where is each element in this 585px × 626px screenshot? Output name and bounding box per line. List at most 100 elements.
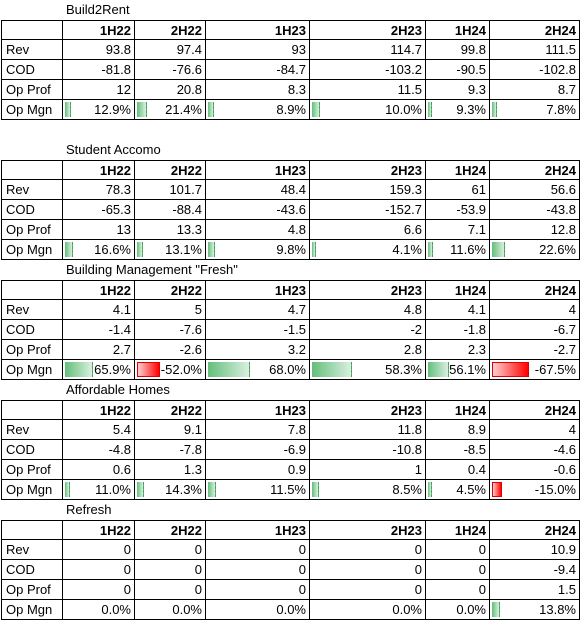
table-cell[interactable]: 8.5% (310, 480, 426, 500)
table-cell[interactable]: -84.7 (206, 60, 310, 80)
table-cell[interactable]: 8.7 (490, 80, 580, 100)
table-cell[interactable]: 8.3 (206, 80, 310, 100)
table-cell[interactable]: -6.7 (490, 320, 580, 340)
column-header-2h23[interactable]: 2H23 (310, 20, 426, 40)
table-cell[interactable]: 8.9 (426, 420, 490, 440)
header-corner-cell[interactable] (1, 520, 63, 540)
table-cell[interactable]: 5.4 (63, 420, 135, 440)
table-cell[interactable]: 111.5 (490, 40, 580, 60)
table-cell[interactable]: -7.8 (135, 440, 206, 460)
row-label[interactable]: Op Mgn (1, 100, 63, 120)
table-cell[interactable]: -67.5% (490, 360, 580, 380)
column-header-1h23[interactable]: 1H23 (206, 400, 310, 420)
table-cell[interactable]: 4.8 (206, 220, 310, 240)
table-cell[interactable]: 6.6 (310, 220, 426, 240)
row-label[interactable]: Rev (1, 180, 63, 200)
table-cell[interactable]: 13 (63, 220, 135, 240)
row-label[interactable]: Op Mgn (1, 600, 63, 620)
table-cell[interactable]: 11.5% (206, 480, 310, 500)
table-cell[interactable]: -2.6 (135, 340, 206, 360)
table-cell[interactable]: 0 (206, 580, 310, 600)
table-cell[interactable]: 2.3 (426, 340, 490, 360)
table-cell[interactable]: 4.1 (63, 300, 135, 320)
table-cell[interactable]: 0 (63, 580, 135, 600)
row-label[interactable]: Rev (1, 300, 63, 320)
table-cell[interactable]: 10.9 (490, 540, 580, 560)
table-cell[interactable]: 4 (490, 420, 580, 440)
table-cell[interactable]: 13.8% (490, 600, 580, 620)
column-header-2h22[interactable]: 2H22 (135, 160, 206, 180)
table-cell[interactable]: 22.6% (490, 240, 580, 260)
table-cell[interactable]: 0 (310, 580, 426, 600)
column-header-1h24[interactable]: 1H24 (426, 400, 490, 420)
column-header-1h23[interactable]: 1H23 (206, 160, 310, 180)
table-cell[interactable]: -4.8 (63, 440, 135, 460)
table-cell[interactable]: 65.9% (63, 360, 135, 380)
table-cell[interactable]: 0 (206, 560, 310, 580)
table-cell[interactable]: 4.1 (426, 300, 490, 320)
table-cell[interactable]: 99.8 (426, 40, 490, 60)
table-cell[interactable]: 68.0% (206, 360, 310, 380)
table-cell[interactable]: 0.0% (135, 600, 206, 620)
table-cell[interactable]: -152.7 (310, 200, 426, 220)
column-header-1h24[interactable]: 1H24 (426, 20, 490, 40)
table-cell[interactable]: 78.3 (63, 180, 135, 200)
table-cell[interactable]: 12.8 (490, 220, 580, 240)
table-cell[interactable]: 9.8% (206, 240, 310, 260)
table-cell[interactable]: 0.0% (63, 600, 135, 620)
table-cell[interactable]: 0.4 (426, 460, 490, 480)
table-cell[interactable]: -88.4 (135, 200, 206, 220)
column-header-1h22[interactable]: 1H22 (63, 400, 135, 420)
table-cell[interactable]: 9.3% (426, 100, 490, 120)
table-cell[interactable]: 21.4% (135, 100, 206, 120)
table-cell[interactable]: -103.2 (310, 60, 426, 80)
row-label[interactable]: Op Prof (1, 580, 63, 600)
column-header-2h22[interactable]: 2H22 (135, 400, 206, 420)
table-cell[interactable]: -6.9 (206, 440, 310, 460)
row-label[interactable]: COD (1, 320, 63, 340)
row-label[interactable]: COD (1, 60, 63, 80)
column-header-2h23[interactable]: 2H23 (310, 280, 426, 300)
table-cell[interactable]: 10.0% (310, 100, 426, 120)
table-cell[interactable]: -4.6 (490, 440, 580, 460)
table-cell[interactable]: 11.0% (63, 480, 135, 500)
row-label[interactable]: Op Prof (1, 340, 63, 360)
column-header-2h23[interactable]: 2H23 (310, 520, 426, 540)
column-header-2h24[interactable]: 2H24 (490, 280, 580, 300)
row-label[interactable]: COD (1, 440, 63, 460)
column-header-1h22[interactable]: 1H22 (63, 520, 135, 540)
table-cell[interactable]: 7.8 (206, 420, 310, 440)
table-cell[interactable]: -15.0% (490, 480, 580, 500)
table-cell[interactable]: 0.0% (310, 600, 426, 620)
column-header-1h22[interactable]: 1H22 (63, 280, 135, 300)
row-label[interactable]: Op Prof (1, 220, 63, 240)
table-cell[interactable]: 93 (206, 40, 310, 60)
table-cell[interactable]: 0 (426, 540, 490, 560)
table-cell[interactable]: -2.7 (490, 340, 580, 360)
column-header-1h24[interactable]: 1H24 (426, 520, 490, 540)
row-label[interactable]: Op Mgn (1, 480, 63, 500)
table-cell[interactable]: 9.1 (135, 420, 206, 440)
table-cell[interactable]: 1 (310, 460, 426, 480)
column-header-1h23[interactable]: 1H23 (206, 20, 310, 40)
table-cell[interactable]: 0 (135, 540, 206, 560)
table-cell[interactable]: 5 (135, 300, 206, 320)
table-cell[interactable]: 7.1 (426, 220, 490, 240)
table-cell[interactable]: 48.4 (206, 180, 310, 200)
header-corner-cell[interactable] (1, 160, 63, 180)
row-label[interactable]: Op Prof (1, 460, 63, 480)
table-cell[interactable]: 56.1% (426, 360, 490, 380)
table-cell[interactable]: -10.8 (310, 440, 426, 460)
column-header-2h24[interactable]: 2H24 (490, 20, 580, 40)
table-cell[interactable]: 4.5% (426, 480, 490, 500)
column-header-2h23[interactable]: 2H23 (310, 160, 426, 180)
table-cell[interactable]: 4.8 (310, 300, 426, 320)
table-cell[interactable]: 11.8 (310, 420, 426, 440)
table-cell[interactable]: -65.3 (63, 200, 135, 220)
table-cell[interactable]: 4.7 (206, 300, 310, 320)
table-cell[interactable]: -0.6 (490, 460, 580, 480)
table-cell[interactable]: 0.6 (63, 460, 135, 480)
row-label[interactable]: Op Prof (1, 80, 63, 100)
column-header-1h22[interactable]: 1H22 (63, 20, 135, 40)
header-corner-cell[interactable] (1, 280, 63, 300)
